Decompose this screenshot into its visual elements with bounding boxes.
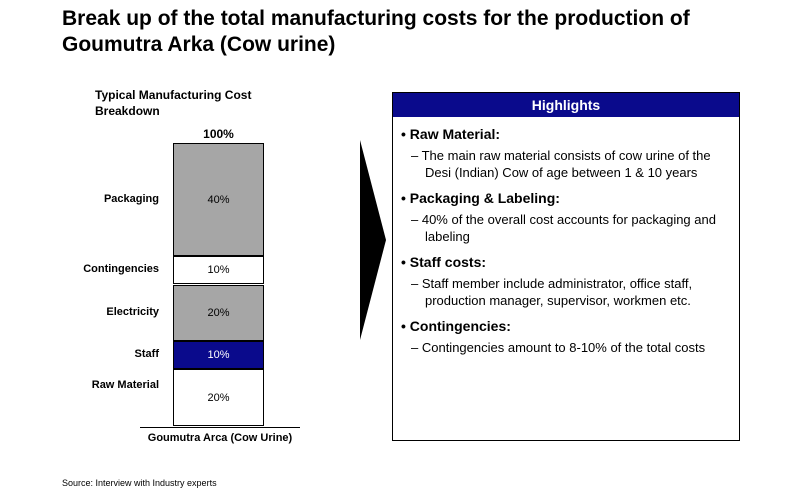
highlight-title-staff: • Staff costs: xyxy=(401,254,487,270)
chart-title: Typical Manufacturing Cost Breakdown xyxy=(95,88,252,118)
segment-value-label: 10% xyxy=(207,349,230,362)
x-axis-category-label: Goumutra Arca (Cow Urine) xyxy=(147,432,293,444)
bar-segment-staff: 10% xyxy=(173,341,264,370)
x-axis-line xyxy=(140,427,300,428)
highlights-header: Highlights xyxy=(393,93,739,117)
chevron-right-icon xyxy=(360,140,386,340)
segment-name-label: Contingencies xyxy=(83,263,159,276)
highlights-panel: Highlights • Raw Material: – The main ra… xyxy=(392,92,740,441)
segment-value-label: 10% xyxy=(207,264,230,277)
segment-value-label: 40% xyxy=(207,193,230,206)
segment-value-label: 20% xyxy=(207,391,230,404)
stacked-bar: 20% 10% 20% 10% 40% xyxy=(173,143,264,426)
highlight-item-packaging: – 40% of the overall cost accounts for p… xyxy=(411,212,716,244)
bar-segment-contingencies: 10% xyxy=(173,256,264,285)
segment-name-label: Packaging xyxy=(103,192,159,205)
source-note: Source: Interview with Industry experts xyxy=(62,478,217,488)
highlight-item-contingencies: – Contingencies amount to 8-10% of the t… xyxy=(411,340,706,355)
highlight-title-packaging: • Packaging & Labeling: xyxy=(401,190,560,206)
highlight-item-staff: – Staff member include administrator, of… xyxy=(411,276,693,308)
bar-segment-packaging: 40% xyxy=(173,143,264,257)
highlight-item-raw-material: – The main raw material consists of cow … xyxy=(411,148,711,180)
highlights-body: • Raw Material: – The main raw material … xyxy=(393,117,739,356)
segment-value-label: 20% xyxy=(207,306,230,319)
segment-name-label: Staff xyxy=(134,348,159,361)
highlight-title-contingencies: • Contingencies: xyxy=(401,318,511,334)
segment-name-label: Raw Material xyxy=(91,379,159,392)
bar-segment-electricity: 20% xyxy=(173,284,264,342)
page-title: Break up of the total manufacturing cost… xyxy=(62,7,690,56)
highlight-title-raw-material: • Raw Material: xyxy=(401,126,501,142)
total-label: 100% xyxy=(203,127,234,141)
bar-segment-raw-material: 20% xyxy=(173,369,264,426)
segment-name-label: Electricity xyxy=(106,305,159,318)
